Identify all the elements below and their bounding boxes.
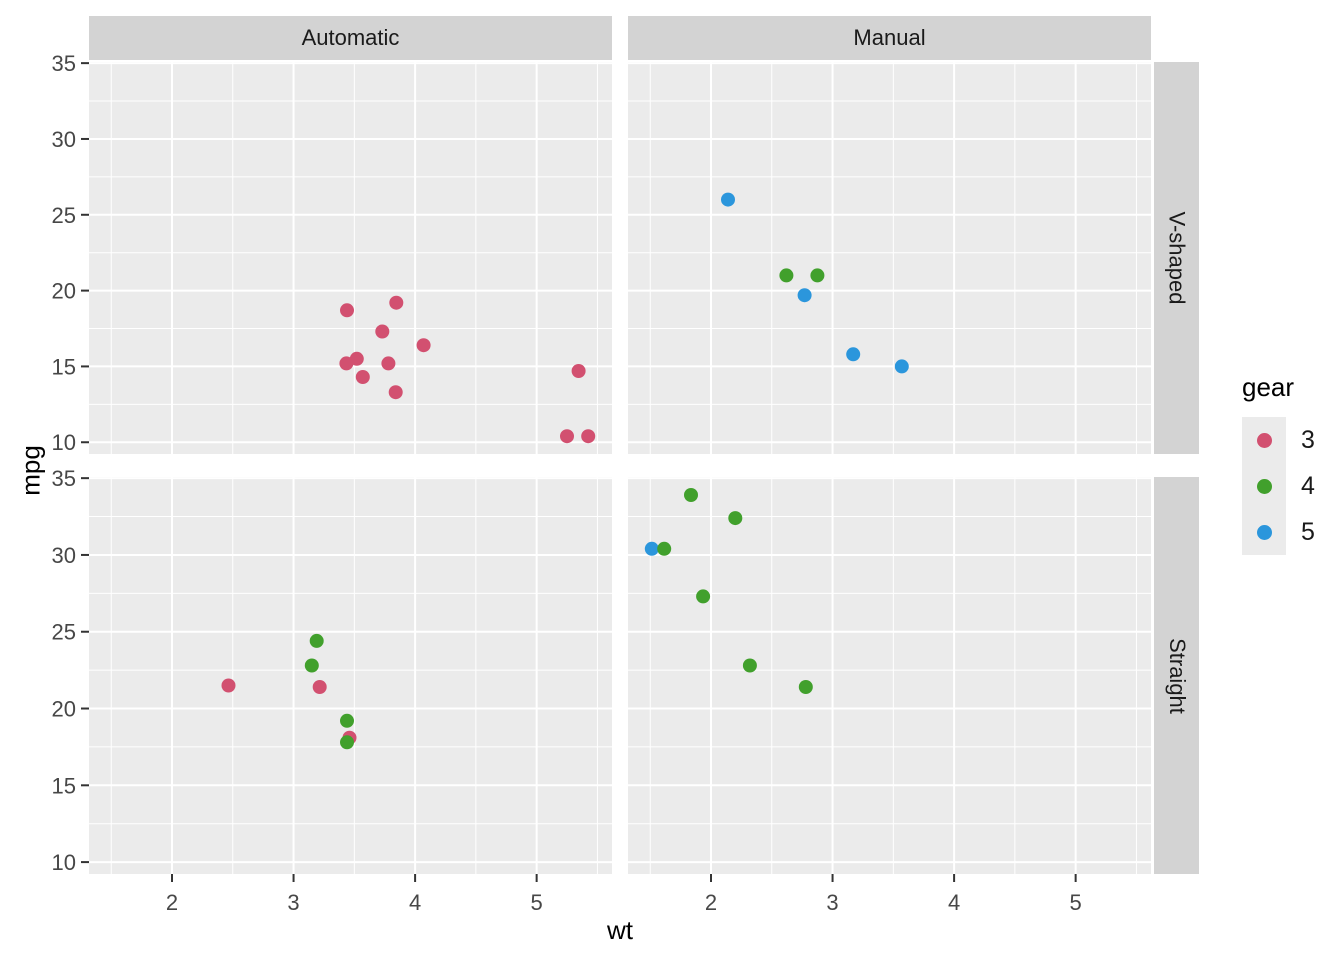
y-axis-title: mpg <box>15 445 46 496</box>
y-tick-label: 30 <box>52 543 76 568</box>
x-tick-label: 3 <box>826 890 838 915</box>
data-point <box>846 347 861 362</box>
legend-item-gear-3: 3 <box>1242 417 1344 463</box>
data-point <box>304 658 319 673</box>
y-tick-label: 20 <box>52 279 76 304</box>
data-point <box>381 356 396 371</box>
legend-key <box>1242 463 1286 509</box>
x-tick-label: 3 <box>287 890 299 915</box>
data-point <box>721 192 735 207</box>
legend-dot-icon <box>1256 432 1272 448</box>
legend-item-label: 3 <box>1301 425 1315 454</box>
y-tick-label: 35 <box>52 466 76 491</box>
data-point <box>340 735 354 750</box>
data-point <box>696 589 711 604</box>
data-point <box>571 364 586 378</box>
y-tick-label: 10 <box>52 850 76 875</box>
data-point <box>340 713 354 728</box>
data-point <box>779 268 794 283</box>
data-point <box>389 295 404 310</box>
legend-item-label: 5 <box>1301 517 1315 546</box>
y-tick-label: 15 <box>52 354 76 379</box>
data-point <box>728 511 743 526</box>
legend-key <box>1242 417 1286 463</box>
facet-strip-automatic: Automatic <box>89 16 612 60</box>
data-point <box>894 359 909 374</box>
facet-strip-label: Straight <box>1164 637 1190 714</box>
legend-dot-icon <box>1256 478 1272 494</box>
legend-item-gear-4: 4 <box>1242 463 1344 509</box>
data-point <box>581 429 596 444</box>
x-tick-label: 4 <box>409 890 421 915</box>
data-point <box>388 385 403 400</box>
y-tick-label: 25 <box>52 620 76 645</box>
facet-strip-v-shaped: V-shaped <box>1154 62 1199 454</box>
data-point <box>810 268 825 283</box>
facet-strip-label: V-shaped <box>1164 211 1190 305</box>
y-tick-label: 35 <box>52 51 76 76</box>
x-tick-label: 2 <box>705 890 717 915</box>
x-tick-label: 5 <box>531 890 543 915</box>
data-point <box>221 678 236 693</box>
data-point <box>416 338 431 353</box>
x-tick-label: 5 <box>1070 890 1082 915</box>
facet-strip-label: Automatic <box>301 25 400 50</box>
data-point <box>797 288 812 303</box>
y-tick-label: 30 <box>52 127 76 152</box>
data-point <box>798 680 813 694</box>
facet-panel-bg <box>89 62 612 454</box>
y-tick-label: 10 <box>52 430 76 455</box>
data-point <box>375 324 390 339</box>
data-point <box>355 370 370 384</box>
x-axis-title: wt <box>607 915 633 945</box>
x-tick-label: 4 <box>948 890 960 915</box>
legend-title: gear <box>1242 372 1295 402</box>
y-tick-label: 20 <box>52 697 76 722</box>
data-point <box>339 356 354 371</box>
facet-panel-bg <box>89 477 612 874</box>
data-point <box>657 541 672 556</box>
legend-dot-icon <box>1256 524 1272 540</box>
data-point <box>312 680 327 694</box>
facet-panel-bg <box>628 477 1151 874</box>
data-point <box>560 429 574 444</box>
facet-strip-straight: Straight <box>1154 477 1199 874</box>
y-tick-label: 15 <box>52 773 76 798</box>
legend-item-gear-5: 5 <box>1242 509 1344 555</box>
facet-panel-bg <box>628 62 1151 454</box>
x-tick-label: 2 <box>166 890 178 915</box>
legend-key <box>1242 509 1286 555</box>
data-point <box>340 303 354 318</box>
data-point <box>644 541 659 556</box>
data-point <box>684 488 698 502</box>
legend: gear 3 4 5 <box>1242 372 1344 555</box>
data-point <box>309 633 324 648</box>
facet-strip-manual: Manual <box>628 16 1151 60</box>
data-point <box>742 658 757 673</box>
y-tick-label: 25 <box>52 203 76 228</box>
facet-strip-label: Manual <box>853 25 926 50</box>
legend-item-label: 4 <box>1301 471 1315 500</box>
